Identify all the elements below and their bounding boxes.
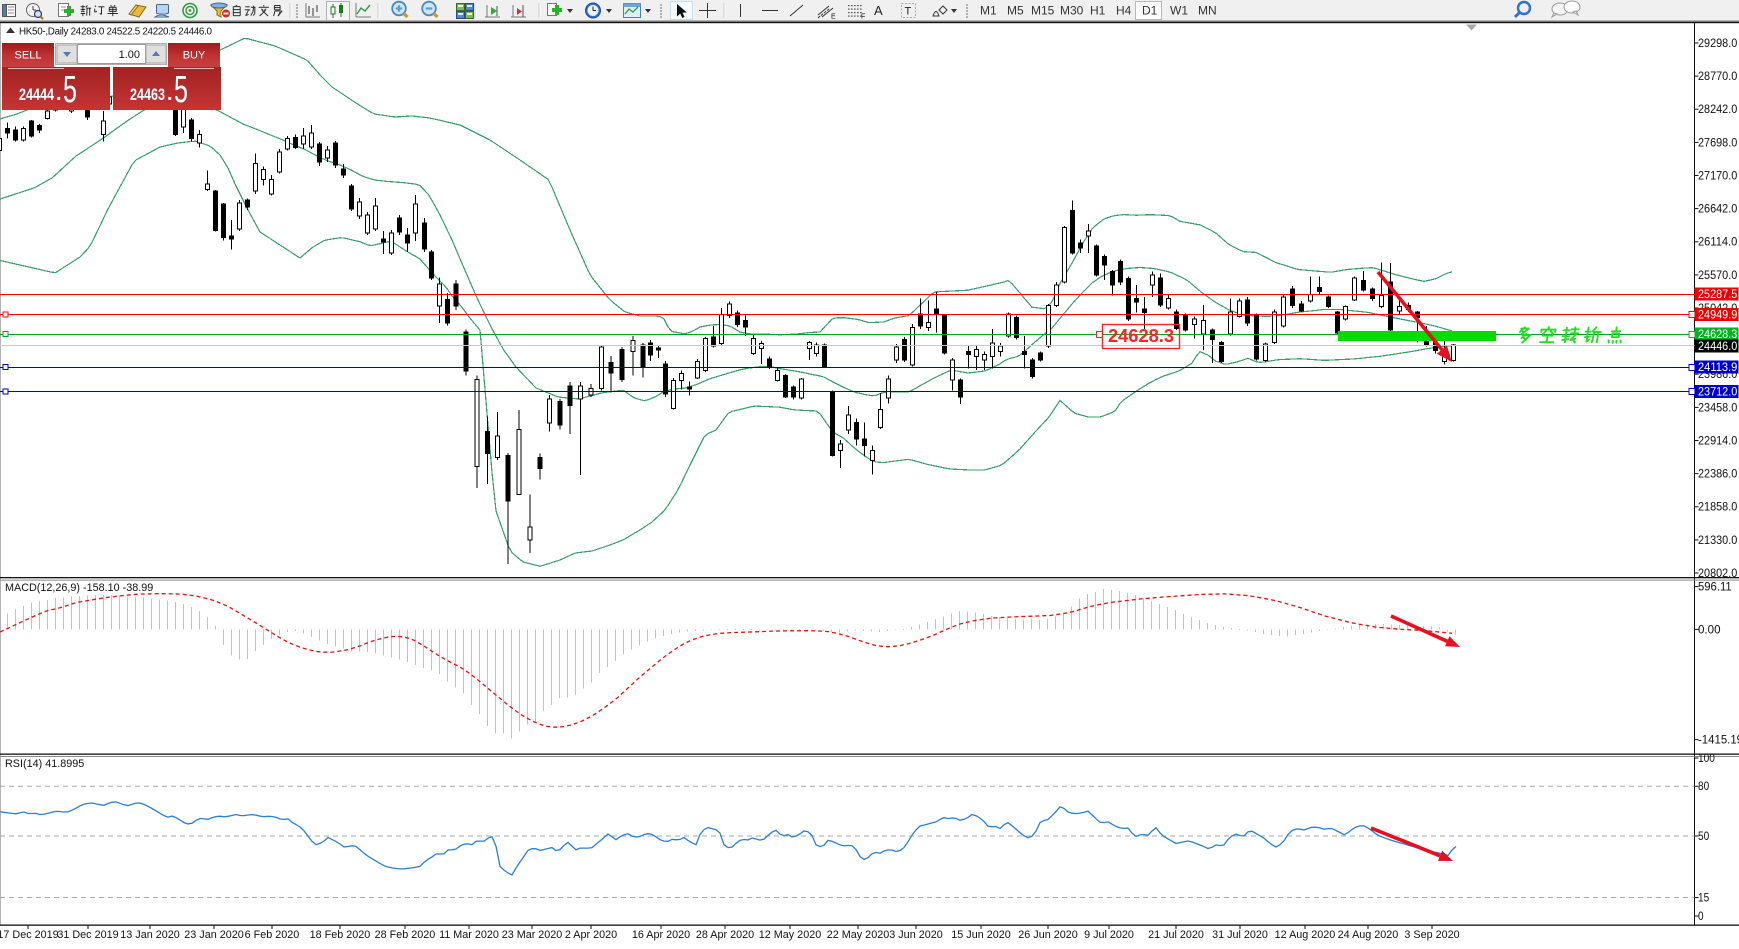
- svg-text:1.00: 1.00: [119, 49, 140, 61]
- svg-text:M5: M5: [1007, 4, 1024, 18]
- svg-text:26114.0: 26114.0: [1698, 235, 1738, 249]
- svg-text:MN: MN: [1198, 4, 1217, 18]
- svg-text:9 Jul 2020: 9 Jul 2020: [1084, 929, 1134, 941]
- svg-text:100: 100: [1698, 751, 1715, 765]
- svg-text:24628.3: 24628.3: [1108, 326, 1174, 346]
- svg-text:596.11: 596.11: [1698, 580, 1732, 594]
- svg-text:3 Sep 2020: 3 Sep 2020: [1404, 929, 1459, 941]
- svg-text:22 May 2020: 22 May 2020: [827, 929, 889, 941]
- svg-text:21330.0: 21330.0: [1698, 533, 1738, 547]
- svg-text:26 Jun 2020: 26 Jun 2020: [1018, 929, 1077, 941]
- svg-text:HK50-,Daily 24283.0 24522.5 2: HK50-,Daily 24283.0 24522.5 24220.5 2444…: [19, 27, 213, 38]
- svg-text:E: E: [831, 14, 836, 21]
- svg-text:3 Jun 2020: 3 Jun 2020: [889, 929, 942, 941]
- svg-text:28 Feb 2020: 28 Feb 2020: [375, 929, 436, 941]
- svg-text:27698.0: 27698.0: [1698, 135, 1738, 149]
- svg-text:29298.0: 29298.0: [1698, 36, 1738, 50]
- svg-text:24444: 24444: [19, 85, 54, 104]
- svg-text:M30: M30: [1060, 4, 1084, 18]
- svg-text:80: 80: [1698, 779, 1709, 793]
- svg-text:31 Dec 2019: 31 Dec 2019: [57, 929, 118, 941]
- svg-text:23 Jan 2020: 23 Jan 2020: [184, 929, 243, 941]
- svg-text:6 Feb 2020: 6 Feb 2020: [245, 929, 300, 941]
- svg-text:23458.0: 23458.0: [1698, 400, 1738, 414]
- svg-text:MACD(12,26,9) -158.10 -38.99: MACD(12,26,9) -158.10 -38.99: [5, 582, 153, 594]
- svg-text:.: .: [167, 83, 173, 105]
- svg-text:11 Mar 2020: 11 Mar 2020: [439, 929, 499, 941]
- svg-text:2 Apr 2020: 2 Apr 2020: [565, 929, 617, 941]
- svg-text:17 Dec 2019: 17 Dec 2019: [0, 929, 59, 941]
- svg-text:12 Aug 2020: 12 Aug 2020: [1275, 929, 1336, 941]
- svg-text:24463: 24463: [130, 85, 165, 104]
- svg-text:22386.0: 22386.0: [1698, 467, 1738, 481]
- svg-text:H1: H1: [1090, 4, 1106, 18]
- svg-text:-1415.19: -1415.19: [1698, 733, 1739, 747]
- svg-text:SELL: SELL: [15, 50, 42, 62]
- svg-text:5: 5: [63, 69, 77, 111]
- svg-text:20802.0: 20802.0: [1698, 566, 1738, 580]
- svg-text:25287.5: 25287.5: [1698, 287, 1738, 301]
- svg-text:D1: D1: [1142, 4, 1158, 18]
- svg-text:0: 0: [1698, 909, 1704, 923]
- svg-text:15: 15: [1698, 890, 1709, 904]
- svg-text:A: A: [874, 3, 883, 18]
- svg-text:F: F: [861, 14, 865, 21]
- svg-text:15 Jun 2020: 15 Jun 2020: [951, 929, 1010, 941]
- svg-text:21858.0: 21858.0: [1698, 500, 1738, 514]
- svg-text:27170.0: 27170.0: [1698, 168, 1738, 182]
- svg-text:M15: M15: [1031, 4, 1055, 18]
- svg-text:T: T: [905, 6, 912, 18]
- svg-text:RSI(14) 41.8995: RSI(14) 41.8995: [5, 758, 84, 770]
- svg-text:28242.0: 28242.0: [1698, 102, 1738, 116]
- svg-text:12 May 2020: 12 May 2020: [759, 929, 821, 941]
- svg-text:24 Aug 2020: 24 Aug 2020: [1338, 929, 1399, 941]
- svg-text:21 Jul 2020: 21 Jul 2020: [1148, 929, 1204, 941]
- svg-text:24113.9: 24113.9: [1698, 360, 1737, 374]
- svg-text:16 Apr 2020: 16 Apr 2020: [632, 929, 690, 941]
- svg-text:22914.0: 22914.0: [1698, 433, 1738, 447]
- svg-text:BUY: BUY: [183, 50, 206, 62]
- svg-text:13 Jan 2020: 13 Jan 2020: [120, 929, 179, 941]
- svg-text:5: 5: [174, 69, 188, 111]
- svg-text:H4: H4: [1116, 4, 1132, 18]
- svg-text:W1: W1: [1170, 4, 1188, 18]
- svg-text:24949.9: 24949.9: [1698, 308, 1737, 322]
- svg-text:28 Apr 2020: 28 Apr 2020: [696, 929, 754, 941]
- svg-text:26642.0: 26642.0: [1698, 202, 1738, 216]
- svg-text:28770.0: 28770.0: [1698, 69, 1738, 83]
- svg-text:0.00: 0.00: [1698, 622, 1721, 636]
- svg-text:31 Jul 2020: 31 Jul 2020: [1212, 929, 1268, 941]
- svg-text:24446.0: 24446.0: [1698, 339, 1738, 353]
- svg-text:18 Feb 2020: 18 Feb 2020: [310, 929, 371, 941]
- svg-text:23 Mar 2020: 23 Mar 2020: [502, 929, 563, 941]
- svg-text:M1: M1: [980, 4, 997, 18]
- svg-text:25570.0: 25570.0: [1698, 268, 1738, 282]
- svg-text:.: .: [56, 83, 62, 105]
- svg-text:50: 50: [1698, 829, 1709, 843]
- svg-text:23712.0: 23712.0: [1698, 385, 1738, 399]
